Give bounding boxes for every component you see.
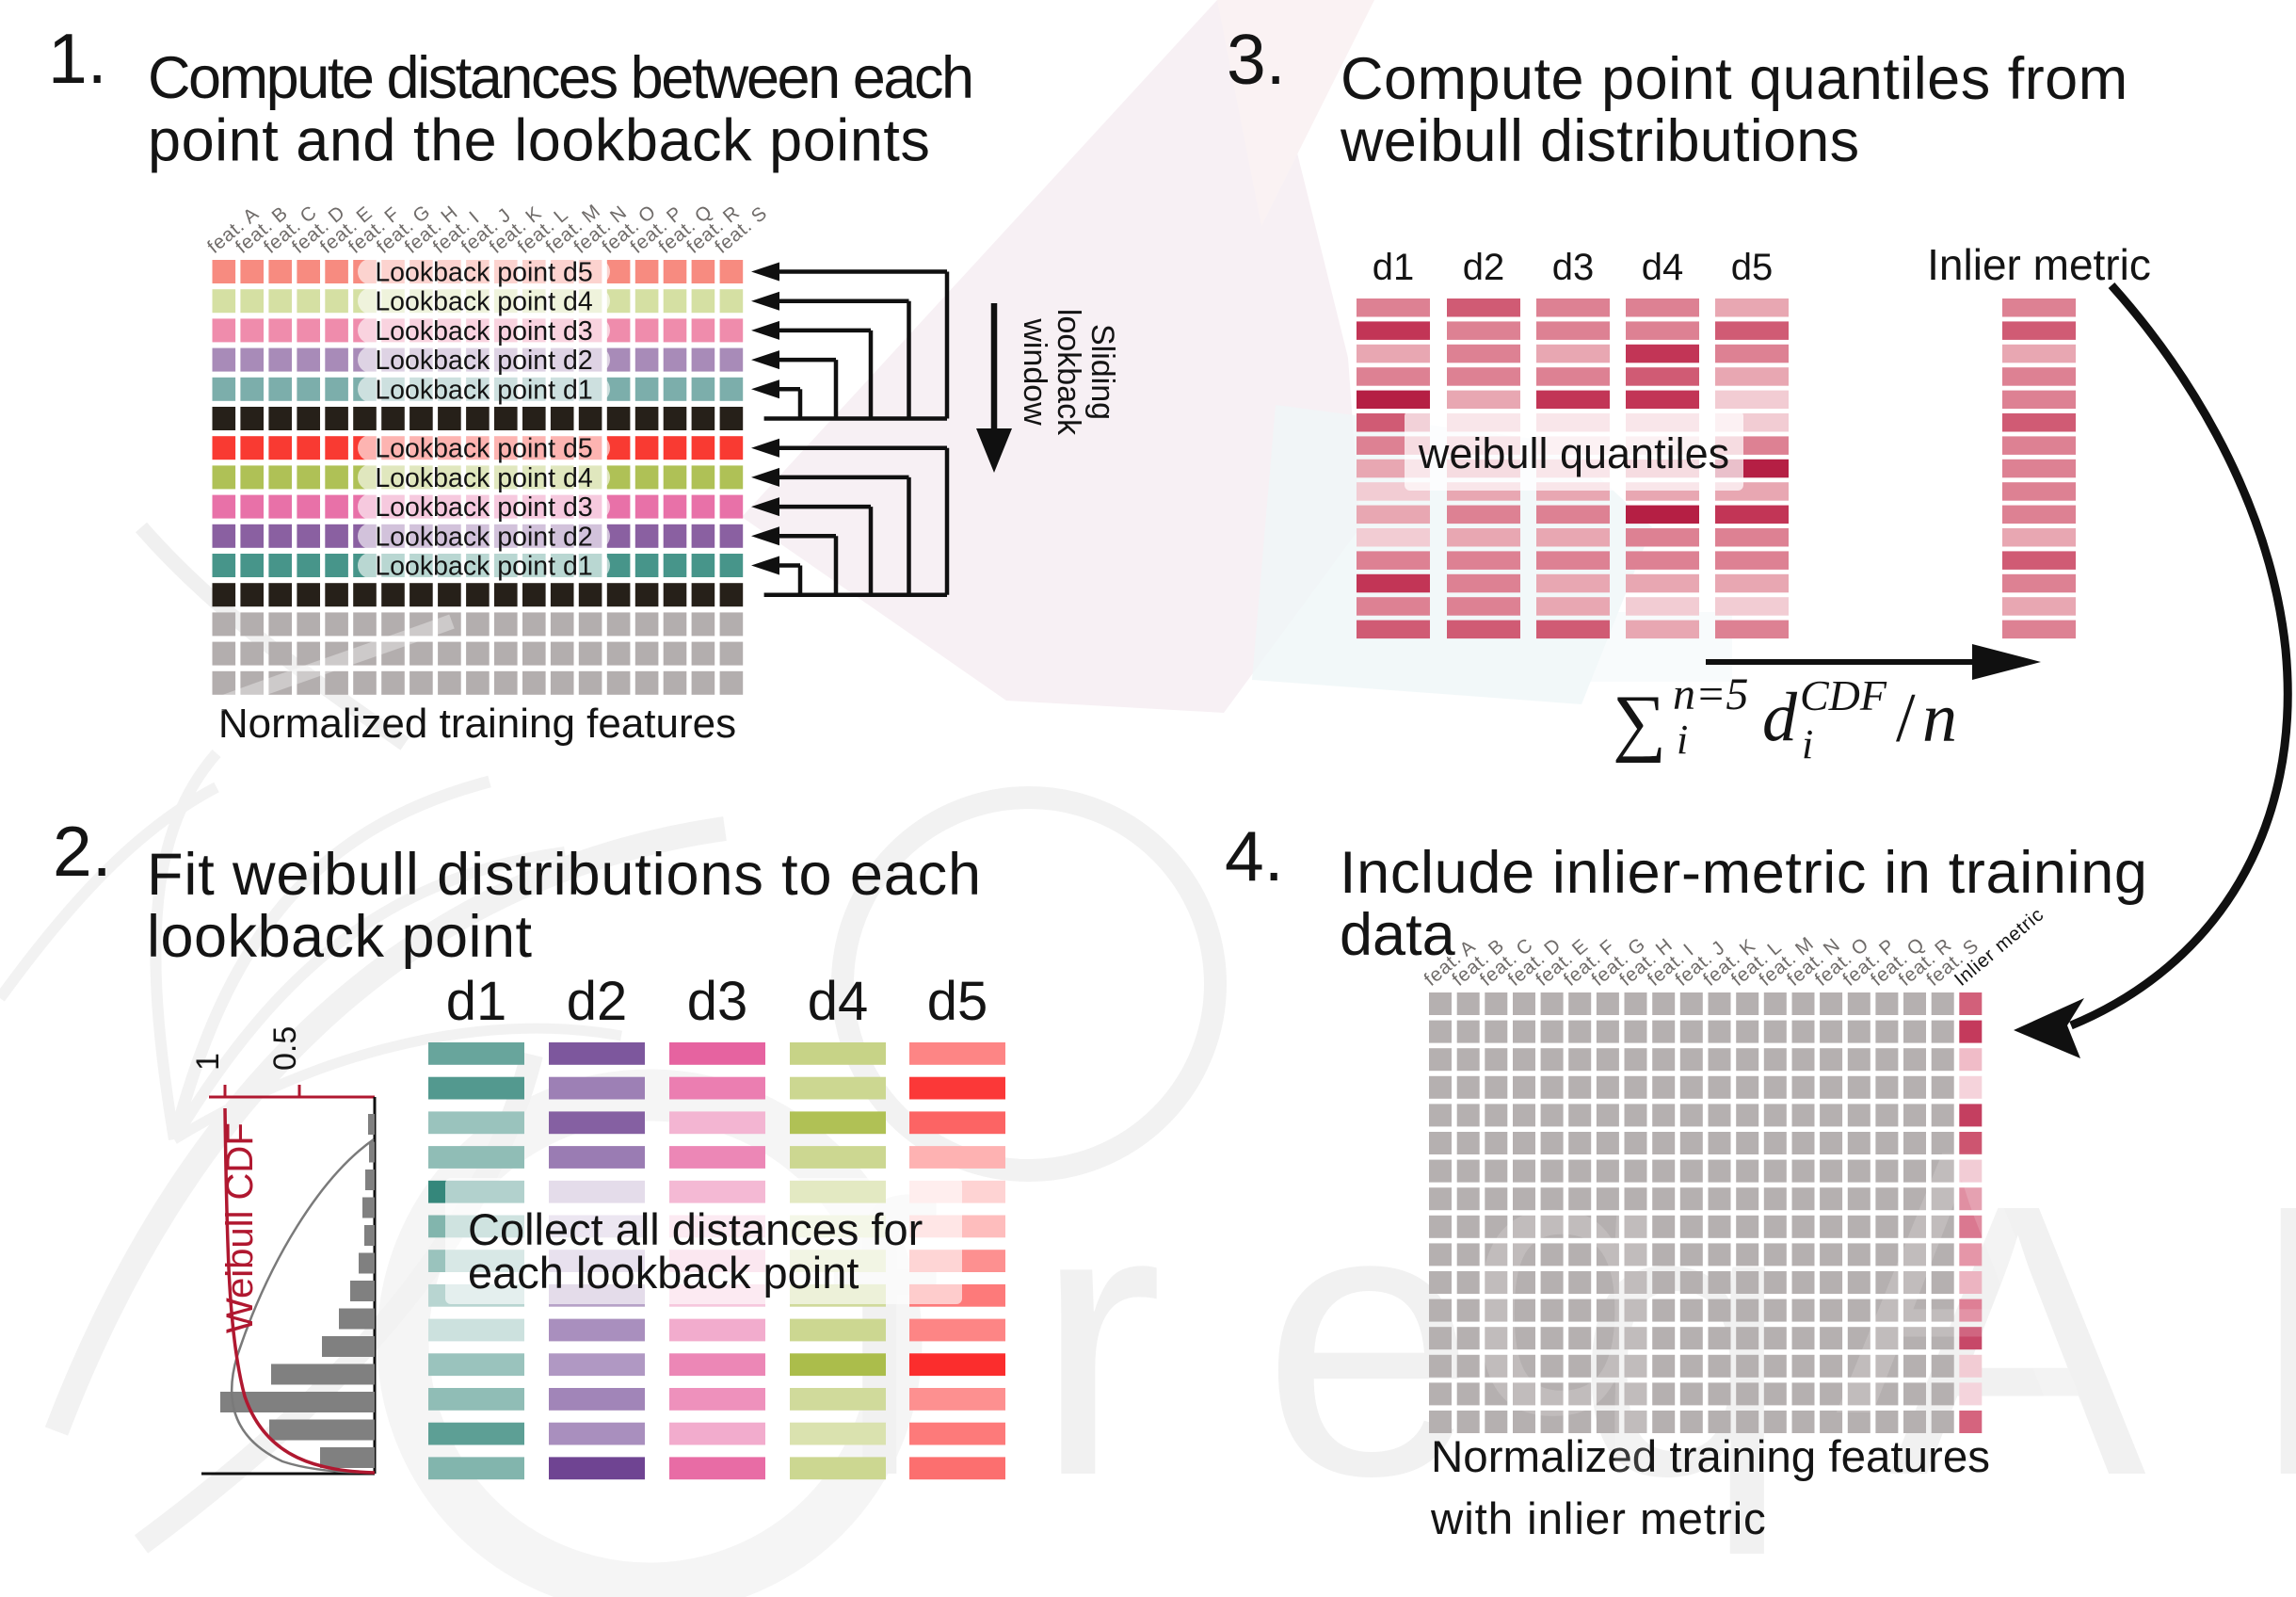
- svg-text:1: 1: [190, 1053, 226, 1071]
- svg-text:Lookback point d2: Lookback point d2: [375, 346, 592, 376]
- svg-text:Include inlier-metric in train: Include inlier-metric in training: [1340, 840, 2148, 906]
- svg-text:Compute distances between each: Compute distances between each: [148, 45, 972, 111]
- svg-text:0.5: 0.5: [267, 1026, 303, 1071]
- svg-text:Sliding: Sliding: [1084, 324, 1120, 420]
- svg-text:d: d: [1762, 679, 1798, 756]
- svg-text:Lookback point d1: Lookback point d1: [375, 375, 592, 405]
- svg-text:d2: d2: [1463, 247, 1505, 288]
- svg-text:Compute point quantiles from: Compute point quantiles from: [1341, 46, 2128, 112]
- svg-text:Lookback point d1: Lookback point d1: [375, 552, 592, 582]
- svg-text:with inlier metric: with inlier metric: [1430, 1494, 1767, 1544]
- svg-text:2.: 2.: [53, 812, 112, 891]
- svg-text:Lookback point d4: Lookback point d4: [375, 287, 592, 317]
- svg-text:∑: ∑: [1613, 681, 1666, 764]
- svg-text:Lookback point d5: Lookback point d5: [375, 434, 592, 464]
- svg-text:d1: d1: [446, 971, 507, 1032]
- svg-text:point and the lookback points: point and the lookback points: [148, 108, 930, 174]
- svg-text:d4: d4: [1642, 247, 1684, 288]
- svg-text:Lookback point d5: Lookback point d5: [375, 258, 592, 288]
- svg-text:d2: d2: [567, 971, 628, 1032]
- svg-text:Lookback point d3: Lookback point d3: [375, 316, 592, 347]
- svg-text:lookback point: lookback point: [147, 904, 532, 970]
- svg-text:d3: d3: [687, 971, 748, 1032]
- svg-text:Collect all distances for: Collect all distances for: [468, 1204, 923, 1254]
- svg-text:3.: 3.: [1227, 20, 1286, 99]
- svg-text:Weibull CDF: Weibull CDF: [219, 1122, 261, 1333]
- svg-text:Lookback point d4: Lookback point d4: [375, 463, 592, 493]
- svg-text:window: window: [1017, 317, 1052, 426]
- svg-text:Normalized training features: Normalized training features: [218, 701, 736, 747]
- svg-text:Lookback point d3: Lookback point d3: [375, 492, 592, 523]
- svg-text:Inlier metric: Inlier metric: [1927, 240, 2151, 289]
- svg-text:q: q: [1464, 1072, 1767, 1495]
- svg-text:d1: d1: [1373, 247, 1415, 288]
- svg-text:/: /: [1896, 680, 1916, 757]
- svg-text:d5: d5: [1731, 247, 1774, 288]
- svg-text:i: i: [1802, 721, 1813, 767]
- svg-text:weibull distributions: weibull distributions: [1340, 108, 1859, 174]
- svg-text:lookback: lookback: [1051, 309, 1086, 436]
- svg-text:4.: 4.: [1225, 816, 1284, 895]
- svg-text:d5: d5: [927, 971, 988, 1032]
- svg-text:CDF: CDF: [1800, 671, 1887, 719]
- svg-text:d3: d3: [1552, 247, 1595, 288]
- svg-text:i: i: [1677, 717, 1688, 763]
- svg-text:data: data: [1340, 902, 1456, 968]
- svg-text:n=5: n=5: [1673, 669, 1748, 719]
- svg-text:weibull quantiles: weibull quantiles: [1418, 429, 1729, 477]
- svg-text:Fit weibull distributions to e: Fit weibull distributions to each: [147, 842, 982, 908]
- svg-text:each lookback point: each lookback point: [468, 1248, 859, 1298]
- svg-text:Normalized training features: Normalized training features: [1431, 1432, 1990, 1482]
- svg-text:1.: 1.: [48, 19, 107, 98]
- svg-text:Lookback point d2: Lookback point d2: [375, 522, 592, 552]
- svg-text:d4: d4: [808, 971, 869, 1032]
- svg-text:n: n: [1922, 680, 1957, 757]
- svg-text:A: A: [1836, 1072, 2181, 1492]
